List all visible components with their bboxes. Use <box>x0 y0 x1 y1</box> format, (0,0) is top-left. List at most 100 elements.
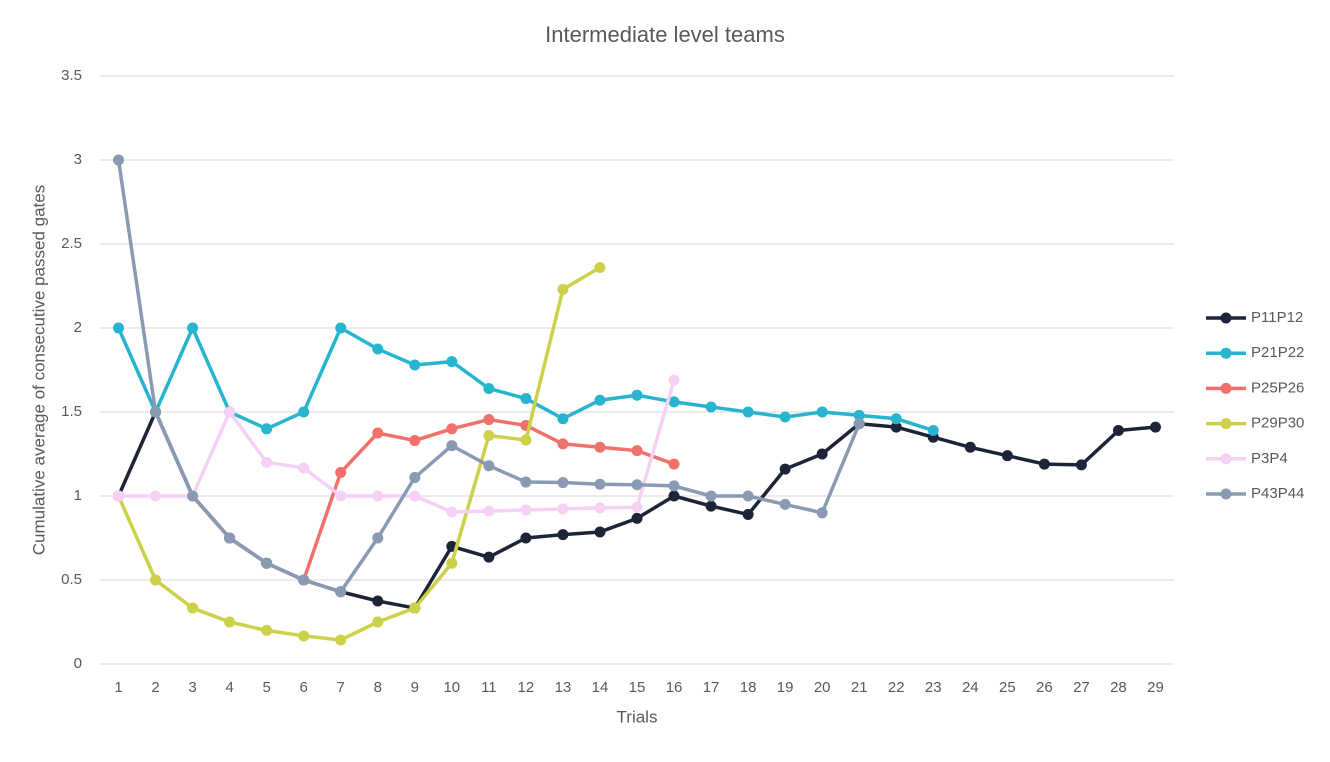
data-point <box>668 458 680 470</box>
data-point <box>409 472 421 484</box>
data-point <box>779 411 791 423</box>
data-point <box>594 526 606 538</box>
data-point <box>520 504 532 516</box>
legend-marker <box>1220 347 1232 359</box>
x-tick-label: 17 <box>703 679 720 696</box>
x-tick-label: 21 <box>851 679 868 696</box>
data-point <box>409 359 421 371</box>
x-tick-label: 26 <box>1036 679 1053 696</box>
y-tick-label: 2 <box>74 319 82 336</box>
data-point <box>779 463 791 475</box>
data-point <box>594 478 606 490</box>
data-point <box>113 154 125 166</box>
data-point <box>631 445 643 457</box>
legend-label: P25P26 <box>1251 379 1304 396</box>
data-point <box>409 490 421 502</box>
data-point <box>187 602 199 614</box>
data-point <box>372 595 384 607</box>
data-point <box>372 343 384 355</box>
data-point <box>853 418 865 430</box>
data-point <box>557 503 569 515</box>
data-point <box>631 389 643 401</box>
data-point <box>520 476 532 488</box>
data-point <box>594 441 606 453</box>
x-tick-label: 8 <box>374 679 382 696</box>
data-point <box>1038 458 1050 470</box>
series-line <box>116 266 601 642</box>
x-tick-label: 9 <box>411 679 419 696</box>
data-point <box>446 506 458 518</box>
x-tick-label: 5 <box>262 679 270 696</box>
data-point <box>816 406 828 418</box>
data-point <box>446 440 458 452</box>
data-point <box>335 322 347 334</box>
x-tick-label: 18 <box>740 679 757 696</box>
data-point <box>113 490 125 502</box>
legend-label: P29P30 <box>1251 415 1304 432</box>
data-point <box>927 424 939 436</box>
legend-marker <box>1220 488 1232 500</box>
x-axis-label: Trials <box>617 707 658 726</box>
y-tick-label: 3 <box>74 151 82 168</box>
data-point <box>298 406 310 418</box>
x-tick-label: 22 <box>888 679 905 696</box>
data-point <box>224 616 236 628</box>
data-point <box>372 616 384 628</box>
data-point <box>557 413 569 425</box>
x-tick-label: 25 <box>999 679 1016 696</box>
data-point <box>335 466 347 478</box>
y-tick-label: 0 <box>74 655 82 672</box>
data-point <box>594 502 606 514</box>
data-point <box>335 634 347 646</box>
data-point <box>224 532 236 544</box>
y-tick-label: 3.5 <box>61 67 82 84</box>
data-point <box>113 322 125 334</box>
legend-marker <box>1220 312 1232 324</box>
data-point <box>150 490 162 502</box>
x-tick-label: 23 <box>925 679 942 696</box>
data-point <box>261 423 273 435</box>
data-point <box>372 532 384 544</box>
data-point <box>705 490 717 502</box>
data-point <box>853 409 865 421</box>
data-point <box>372 490 384 502</box>
x-tick-label: 16 <box>666 679 683 696</box>
y-tick-label: 1 <box>74 487 82 504</box>
legend-marker <box>1220 382 1232 394</box>
data-point <box>742 508 754 520</box>
x-tick-label: 11 <box>481 679 497 696</box>
x-tick-label: 7 <box>337 679 345 696</box>
data-point <box>1075 459 1087 471</box>
legend-label: P3P4 <box>1251 450 1288 467</box>
data-point <box>557 283 569 295</box>
data-point <box>261 557 273 569</box>
x-tick-label: 13 <box>555 679 572 696</box>
data-point <box>742 406 754 418</box>
x-tick-label: 6 <box>300 679 308 696</box>
legend-label: P21P22 <box>1251 344 1304 361</box>
data-point <box>520 393 532 405</box>
data-point <box>816 448 828 460</box>
x-tick-label: 24 <box>962 679 979 696</box>
data-point <box>187 490 199 502</box>
x-tick-label: 20 <box>814 679 831 696</box>
data-point <box>705 401 717 413</box>
x-tick-label: 28 <box>1110 679 1127 696</box>
y-tick-label: 2.5 <box>61 235 82 252</box>
data-point <box>261 624 273 636</box>
data-point <box>483 430 495 442</box>
data-point <box>483 551 495 563</box>
data-point <box>224 406 236 418</box>
y-tick-label: 0.5 <box>61 571 82 588</box>
data-point <box>520 434 532 446</box>
y-axis-label: Cumulative average of consecutive passed… <box>29 185 48 555</box>
data-point <box>557 477 569 489</box>
data-point <box>372 427 384 439</box>
x-tick-label: 29 <box>1147 679 1164 696</box>
x-tick-label: 14 <box>592 679 609 696</box>
x-tick-label: 3 <box>188 679 196 696</box>
data-point <box>483 505 495 517</box>
data-point <box>668 480 680 492</box>
data-point <box>668 490 680 502</box>
